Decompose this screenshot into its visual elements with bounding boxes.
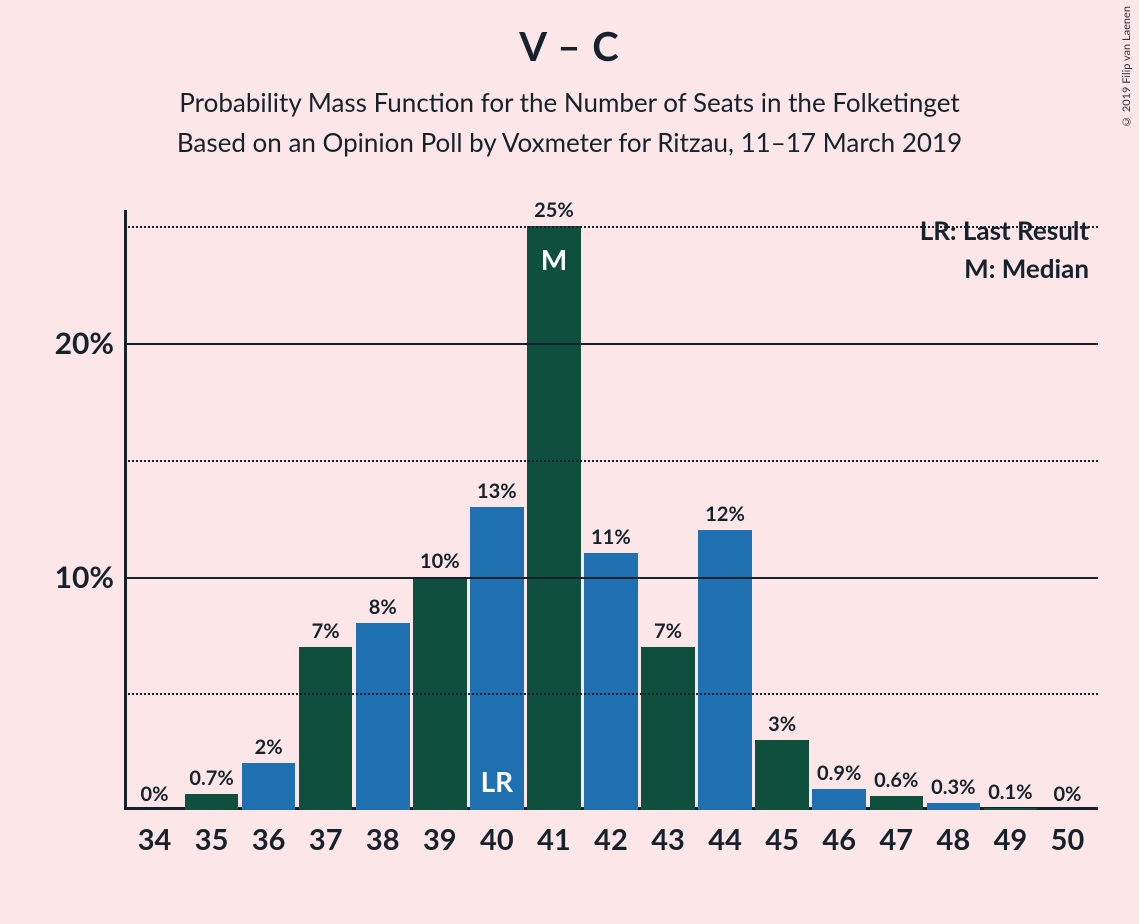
x-tick-label: 40	[480, 822, 514, 857]
bar: 0.1%	[984, 808, 1038, 810]
y-tick-label: 20%	[55, 325, 114, 361]
bar-value-label: 0.6%	[869, 768, 923, 792]
x-tick-label: 36	[252, 822, 286, 857]
bar: 7%	[299, 647, 353, 810]
x-tick-label: 41	[537, 822, 571, 857]
x-tick-label: 39	[423, 822, 457, 857]
x-tick-label: 44	[708, 822, 742, 857]
bar-value-label: 0.3%	[927, 775, 981, 799]
gridline-solid	[124, 577, 1098, 579]
gridline-dotted	[124, 693, 1098, 695]
bar: 8%	[356, 623, 410, 810]
bar-value-label: 0.1%	[984, 780, 1038, 804]
bar-value-label: 3%	[755, 712, 809, 736]
bar: 0.9%	[812, 789, 866, 810]
bar-value-label: 0%	[128, 782, 182, 806]
chart-subtitle: Probability Mass Function for the Number…	[0, 82, 1139, 163]
x-tick-label: 46	[822, 822, 856, 857]
x-tick-label: 49	[994, 822, 1028, 857]
x-tick-label: 37	[309, 822, 343, 857]
x-tick-label: 35	[195, 822, 229, 857]
x-tick-label: 50	[1051, 822, 1085, 857]
bar-value-label: 0%	[1041, 782, 1095, 806]
gridline-solid	[124, 343, 1098, 345]
subtitle-line-1: Probability Mass Function for the Number…	[179, 86, 959, 118]
bar: 2%	[242, 763, 296, 810]
bar-value-label: 7%	[299, 619, 353, 643]
bar-value-label: 25%	[527, 198, 581, 222]
bar: 13%LR	[470, 507, 524, 811]
subtitle-line-2: Based on an Opinion Poll by Voxmeter for…	[177, 126, 962, 158]
x-axis-labels: 34 35 36 37 38 39 40 41 42 43 44 45 46 47 48 49 50	[124, 822, 1098, 862]
bar: 0.7%	[185, 794, 239, 810]
bar: 0.6%	[870, 796, 924, 810]
bar-value-label: 12%	[698, 502, 752, 526]
bar: 25%M	[527, 226, 581, 810]
x-tick-label: 38	[366, 822, 400, 857]
bar: 7%	[641, 647, 695, 810]
x-tick-label: 43	[651, 822, 685, 857]
bar-value-label: 7%	[641, 619, 695, 643]
x-tick-label: 42	[594, 822, 628, 857]
x-tick-label: 34	[138, 822, 172, 857]
y-tick-label: 10%	[55, 559, 114, 595]
bar: 3%	[755, 740, 809, 810]
bar: 12%	[698, 530, 752, 810]
x-tick-label: 48	[937, 822, 971, 857]
bar-value-label: 8%	[356, 595, 410, 619]
bar-value-label: 11%	[584, 525, 638, 549]
bar-value-label: 0.9%	[812, 761, 866, 785]
bar-value-label: 13%	[470, 479, 524, 503]
last-result-marker: LR	[470, 764, 524, 798]
bars-container: 0%0.7%2%7%8%10%13%LR25%M11%7%12%3%0.9%0.…	[124, 210, 1098, 810]
bar-value-label: 2%	[242, 735, 296, 759]
bar: 0.3%	[927, 803, 981, 810]
x-tick-label: 47	[879, 822, 913, 857]
median-marker: M	[527, 242, 581, 276]
bar-value-label: 0.7%	[185, 766, 239, 790]
chart-plot-area: 0%0.7%2%7%8%10%13%LR25%M11%7%12%3%0.9%0.…	[124, 210, 1098, 810]
copyright-text: © 2019 Filip van Laenen	[1120, 6, 1133, 128]
bar: 11%	[584, 553, 638, 810]
x-tick-label: 45	[765, 822, 799, 857]
chart-title: V – C	[0, 0, 1139, 70]
gridline-dotted	[124, 226, 1098, 228]
gridline-dotted	[124, 460, 1098, 462]
bar-value-label: 10%	[413, 549, 467, 573]
